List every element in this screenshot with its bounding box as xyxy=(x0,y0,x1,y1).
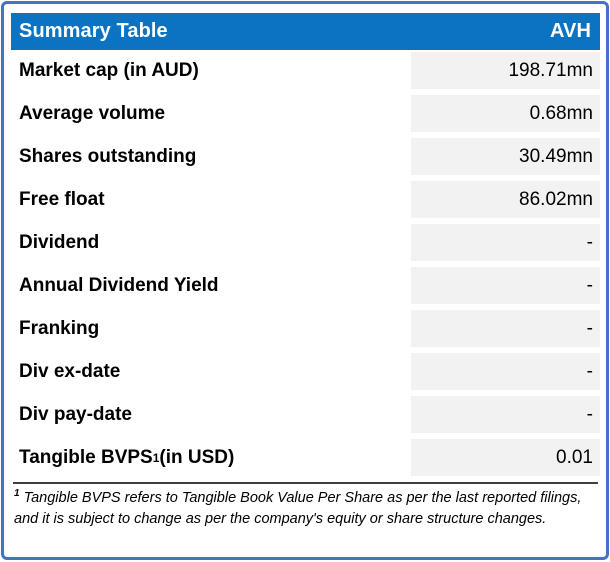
row-value: - xyxy=(411,353,600,390)
row-label-text: Average volume xyxy=(19,102,166,124)
footnote-text: Tangible BVPS refers to Tangible Book Va… xyxy=(14,490,582,527)
row-value: - xyxy=(411,310,600,347)
row-label: Div ex-date xyxy=(11,353,411,390)
table-title: Summary Table xyxy=(19,20,168,42)
row-label: Average volume xyxy=(11,95,411,132)
row-label: Franking xyxy=(11,310,411,347)
row-value: 198.71mn xyxy=(411,52,600,89)
row-value: - xyxy=(411,396,600,433)
row-label: Free float xyxy=(11,181,411,218)
row-label: Div pay-date xyxy=(11,396,411,433)
table-row: Annual Dividend Yield - xyxy=(11,267,600,304)
footnote-superscript: 1 xyxy=(14,488,20,500)
row-label: Market cap (in AUD) xyxy=(11,52,411,89)
table-row: Tangible BVPS 1 (in USD) 0.01 xyxy=(11,439,600,476)
row-label-text: Dividend xyxy=(19,231,100,253)
row-label-suffix: (in USD) xyxy=(159,446,235,468)
summary-table-header: Summary Table AVH xyxy=(11,13,600,50)
row-label-text: Div ex-date xyxy=(19,360,121,382)
footnote-separator xyxy=(13,482,598,484)
row-label-text: Free float xyxy=(19,188,105,210)
row-label: Annual Dividend Yield xyxy=(11,267,411,304)
row-value: 30.49mn xyxy=(411,138,600,175)
table-row: Shares outstanding 30.49mn xyxy=(11,138,600,175)
row-value: - xyxy=(411,267,600,304)
footnote: 1 Tangible BVPS refers to Tangible Book … xyxy=(11,484,600,530)
row-label-text: Annual Dividend Yield xyxy=(19,274,219,296)
row-label-text: Shares outstanding xyxy=(19,145,197,167)
table-row: Franking - xyxy=(11,310,600,347)
table-row: Average volume 0.68mn xyxy=(11,95,600,132)
row-value: - xyxy=(411,224,600,261)
row-label: Tangible BVPS 1 (in USD) xyxy=(19,446,235,468)
table-row: Dividend - xyxy=(11,224,600,261)
row-value: 0.68mn xyxy=(411,95,600,132)
row-label-text: Market cap (in AUD) xyxy=(19,59,199,81)
table-row: Div pay-date - xyxy=(11,396,600,433)
row-label-text: Franking xyxy=(19,317,100,339)
row-label-text: Tangible BVPS xyxy=(19,446,153,468)
table-row: Free float 86.02mn xyxy=(11,181,600,218)
row-label: Shares outstanding xyxy=(11,138,411,175)
ticker-symbol: AVH xyxy=(549,20,591,42)
row-value: 0.01 xyxy=(411,439,600,476)
row-label: Dividend xyxy=(11,224,411,261)
table-row: Div ex-date - xyxy=(11,353,600,390)
summary-rows: Market cap (in AUD) 198.71mn Average vol… xyxy=(11,52,600,476)
row-value: 86.02mn xyxy=(411,181,600,218)
table-row: Market cap (in AUD) 198.71mn xyxy=(11,52,600,89)
row-label-text: Div pay-date xyxy=(19,403,132,425)
